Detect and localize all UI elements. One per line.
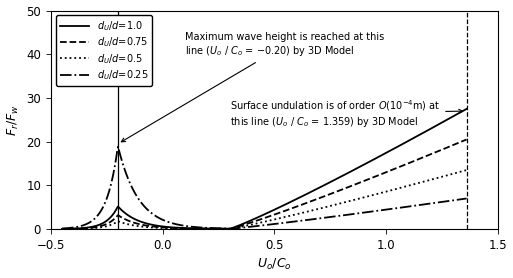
X-axis label: $U_o /C_o$: $U_o /C_o$ bbox=[257, 257, 292, 272]
Text: Surface undulation is of order $O$(10$^{-4}$m) at
this line ($U_o$ / $C_o$ = 1.3: Surface undulation is of order $O$(10$^{… bbox=[230, 98, 463, 129]
Y-axis label: $F_r / F_w$: $F_r / F_w$ bbox=[6, 104, 21, 136]
Legend: $d_U/d$=1.0, $d_U/d$=0.75, $d_U/d$=0.5, $d_U/d$=0.25: $d_U/d$=1.0, $d_U/d$=0.75, $d_U/d$=0.5, … bbox=[56, 15, 152, 86]
Text: Maximum wave height is reached at this
line ($U_o$ / $C_o$ = $-$0.20) by 3D Mode: Maximum wave height is reached at this l… bbox=[122, 33, 384, 142]
